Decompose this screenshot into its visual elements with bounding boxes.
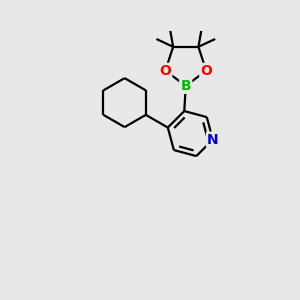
Text: O: O [159, 64, 171, 78]
Text: N: N [207, 133, 219, 147]
Text: B: B [181, 79, 191, 93]
Text: B: B [181, 79, 191, 93]
Text: O: O [200, 64, 212, 78]
